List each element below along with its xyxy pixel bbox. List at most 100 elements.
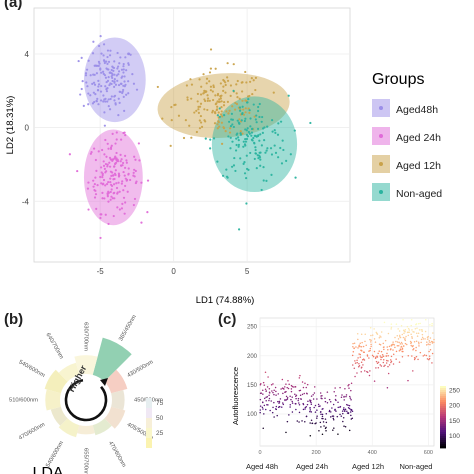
data-point xyxy=(286,398,289,400)
data-point xyxy=(265,179,268,183)
data-point xyxy=(100,182,103,185)
data-point xyxy=(311,422,314,424)
data-point xyxy=(216,114,219,117)
data-point xyxy=(429,343,431,346)
data-point xyxy=(369,349,371,352)
data-point xyxy=(94,64,97,67)
data-point xyxy=(433,341,435,343)
data-point xyxy=(433,338,435,341)
data-point xyxy=(107,190,110,193)
data-point xyxy=(106,100,109,103)
data-point xyxy=(198,119,201,122)
data-point xyxy=(293,386,295,388)
data-point xyxy=(94,158,97,162)
data-point xyxy=(107,76,110,79)
data-point xyxy=(329,401,332,403)
data-point xyxy=(402,345,405,347)
data-point xyxy=(127,62,130,65)
data-point xyxy=(197,111,200,115)
data-point xyxy=(267,376,269,378)
data-point xyxy=(272,406,274,409)
data-point xyxy=(425,344,428,346)
data-point xyxy=(218,107,221,110)
data-point xyxy=(87,92,90,95)
data-point xyxy=(321,433,324,436)
data-point xyxy=(115,74,118,77)
data-point xyxy=(218,115,221,118)
data-point xyxy=(220,110,223,113)
data-point xyxy=(209,89,212,92)
data-point xyxy=(375,360,378,363)
data-point xyxy=(189,78,192,81)
data-point xyxy=(108,165,112,168)
data-point xyxy=(253,141,256,144)
data-point xyxy=(409,340,412,343)
data-point xyxy=(299,394,302,396)
data-point xyxy=(369,347,372,350)
data-point xyxy=(404,338,406,341)
data-point xyxy=(125,159,128,162)
data-point xyxy=(102,100,105,103)
data-point xyxy=(118,101,121,104)
data-point xyxy=(228,131,232,134)
colorbar-bin xyxy=(146,438,152,448)
autofluorescence-chart: 0 200 400 600 100 150 200 250 Aged 48h Aged 24h Ag… xyxy=(231,317,460,471)
colorbar-bin xyxy=(440,406,446,409)
data-point xyxy=(123,131,126,134)
data-point xyxy=(262,389,264,392)
data-point xyxy=(380,358,382,361)
data-point xyxy=(117,73,120,76)
legend-label: Aged 12h xyxy=(396,160,441,172)
data-point xyxy=(271,119,274,122)
data-point xyxy=(309,121,312,125)
data-point xyxy=(258,102,261,106)
data-point xyxy=(415,355,418,358)
data-point xyxy=(310,403,313,406)
data-point xyxy=(102,72,105,75)
data-point xyxy=(346,403,348,406)
data-point xyxy=(304,421,306,423)
colorbar-bin xyxy=(440,396,446,399)
data-point xyxy=(289,406,291,408)
data-point xyxy=(117,83,121,87)
legend-dot xyxy=(379,162,383,166)
segment-label: 365/450nm xyxy=(118,314,138,342)
data-point xyxy=(99,90,103,93)
data-point xyxy=(92,40,95,43)
data-point xyxy=(420,338,423,341)
data-point xyxy=(390,345,393,347)
data-point xyxy=(422,355,425,357)
data-point xyxy=(277,156,280,159)
data-point xyxy=(361,366,363,368)
data-point xyxy=(346,410,348,413)
data-point xyxy=(248,111,251,114)
data-point xyxy=(132,203,135,207)
data-point xyxy=(206,108,209,112)
category-label: Aged 12h xyxy=(352,462,384,471)
data-point xyxy=(242,108,245,111)
data-point xyxy=(408,329,411,331)
data-point xyxy=(402,318,404,321)
data-point xyxy=(115,138,118,141)
data-point xyxy=(124,177,127,180)
data-point xyxy=(375,367,377,369)
data-point xyxy=(199,93,203,96)
data-point xyxy=(343,396,345,398)
data-point xyxy=(416,335,419,337)
data-point xyxy=(366,354,369,356)
data-point xyxy=(249,117,252,120)
data-point xyxy=(229,94,232,98)
data-point xyxy=(390,328,392,330)
data-point xyxy=(428,358,430,361)
data-point xyxy=(224,83,227,87)
colorbar-bin xyxy=(440,426,446,429)
data-point xyxy=(325,421,328,424)
data-point xyxy=(215,102,218,105)
data-point xyxy=(188,124,191,127)
data-point xyxy=(116,67,119,70)
data-point xyxy=(370,341,372,343)
scatter-points xyxy=(68,34,312,240)
data-point xyxy=(272,391,274,394)
data-point xyxy=(309,422,311,424)
data-point xyxy=(253,134,256,137)
